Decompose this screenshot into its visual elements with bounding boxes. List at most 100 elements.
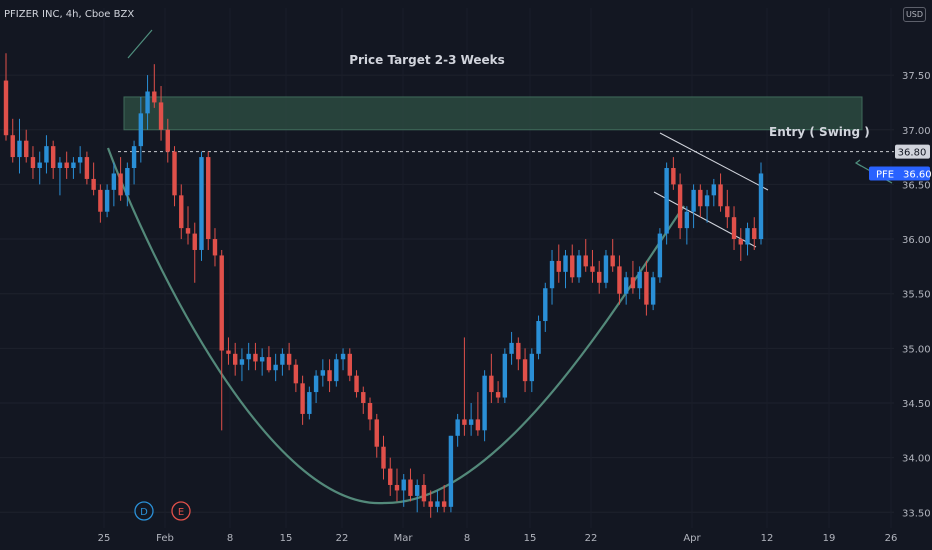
candle-body	[691, 189, 696, 212]
last-price-symbol: PFE	[876, 169, 894, 180]
candle-body	[185, 228, 191, 234]
candle-body	[17, 140, 22, 158]
candle-body	[313, 375, 319, 393]
candle-body	[334, 359, 339, 382]
candle-body	[522, 359, 528, 382]
event-marker-label: E	[178, 507, 184, 518]
y-tick-label: 37.50	[902, 71, 931, 82]
time-axis[interactable]: 25 Feb 8 15 22 Mar 8 15 22 Apr 12 19 26	[98, 533, 898, 544]
y-tick-label: 34.50	[902, 399, 931, 410]
candle-body	[3, 80, 9, 136]
candle-body	[172, 151, 177, 196]
candle-body	[381, 446, 386, 469]
candle-body	[246, 353, 251, 360]
candle-body	[475, 419, 481, 431]
candle-body	[684, 211, 690, 229]
candle-body	[630, 277, 636, 289]
candle-body	[502, 353, 508, 398]
candle-body	[556, 260, 561, 272]
candle-body	[64, 162, 69, 169]
last-price-tag	[869, 166, 930, 181]
candle-body	[273, 364, 278, 371]
candle-body	[448, 435, 454, 507]
entry-price-tag	[895, 144, 930, 159]
candle-body	[266, 357, 272, 371]
candle-body	[24, 140, 29, 158]
candle-body	[300, 383, 305, 414]
price-tags: 36.80 PFE 36.60	[869, 144, 932, 181]
candle-body	[138, 113, 144, 147]
candle-body	[327, 370, 332, 382]
candle-body	[455, 419, 460, 436]
candle-body	[421, 484, 427, 502]
candle-body	[293, 364, 299, 384]
candle-body	[617, 266, 622, 294]
candle-body	[435, 501, 440, 507]
symbol-title[interactable]: PFIZER INC, 4h, Cboe BZX	[4, 9, 135, 20]
candle-body	[118, 173, 123, 196]
candle-body	[415, 484, 420, 496]
candle-body	[752, 228, 757, 240]
candle-body	[644, 271, 649, 305]
candle-body	[354, 375, 359, 393]
candle-body	[468, 419, 474, 425]
candle-body	[495, 392, 501, 398]
candle-body	[441, 501, 447, 507]
entry-price-tag-text: 36.80	[898, 148, 927, 159]
candle-body	[401, 479, 406, 491]
last-price-value: 36.60	[903, 169, 932, 180]
y-tick-label: 36.50	[902, 180, 931, 191]
candle-body	[394, 484, 400, 491]
candle-body	[37, 162, 42, 169]
candle-body	[516, 342, 521, 360]
price-axis[interactable]: 33.50 34.00 34.50 35.00 35.50 36.00 36.50 37.00…	[902, 71, 931, 519]
event-marker-circle[interactable]	[171, 501, 191, 521]
candle-body	[320, 370, 326, 376]
gridlines	[0, 8, 894, 528]
price-target-zone	[123, 96, 863, 131]
x-tick-label: 19	[823, 533, 836, 544]
price-target-label: Price Target 2-3 Weeks	[349, 53, 505, 67]
candle-body	[145, 91, 150, 114]
arrow-annotation-top	[127, 29, 153, 59]
candle-body	[388, 468, 393, 485]
candle-body	[731, 217, 737, 240]
candle-body	[745, 228, 750, 245]
candle-body	[50, 146, 56, 169]
candle-body	[280, 353, 285, 365]
candle-body	[590, 266, 595, 272]
candle-body	[650, 277, 656, 305]
candle-body	[367, 403, 373, 420]
candle-body	[758, 173, 764, 240]
x-tick-label: Apr	[683, 533, 701, 544]
candle-body	[158, 102, 164, 130]
candle-body	[698, 189, 703, 207]
candle-body	[30, 157, 36, 169]
channel-upper-line	[659, 132, 769, 191]
y-tick-label: 35.50	[902, 290, 931, 301]
candle-body	[44, 146, 49, 163]
candle-body	[637, 271, 642, 289]
y-tick-label: 35.00	[902, 344, 931, 355]
y-tick-label: 33.50	[902, 508, 931, 519]
candle-body	[583, 255, 588, 267]
candle-body	[610, 255, 615, 267]
candle-body	[462, 419, 467, 425]
candle-body	[543, 288, 548, 322]
candle-body	[489, 375, 494, 393]
candle-body	[57, 162, 63, 169]
currency-badge[interactable]: USD	[903, 7, 926, 22]
x-tick-label: Feb	[156, 533, 174, 544]
candle-body	[549, 260, 555, 289]
x-tick-label: Mar	[394, 533, 414, 544]
candle-body	[152, 91, 157, 103]
candle-body	[482, 375, 487, 431]
event-marker-circle[interactable]	[134, 501, 154, 521]
x-tick-label: 22	[585, 533, 598, 544]
candle-body	[347, 353, 352, 376]
candle-body	[623, 277, 629, 294]
candle-body	[509, 342, 514, 354]
candle-body	[361, 392, 366, 403]
